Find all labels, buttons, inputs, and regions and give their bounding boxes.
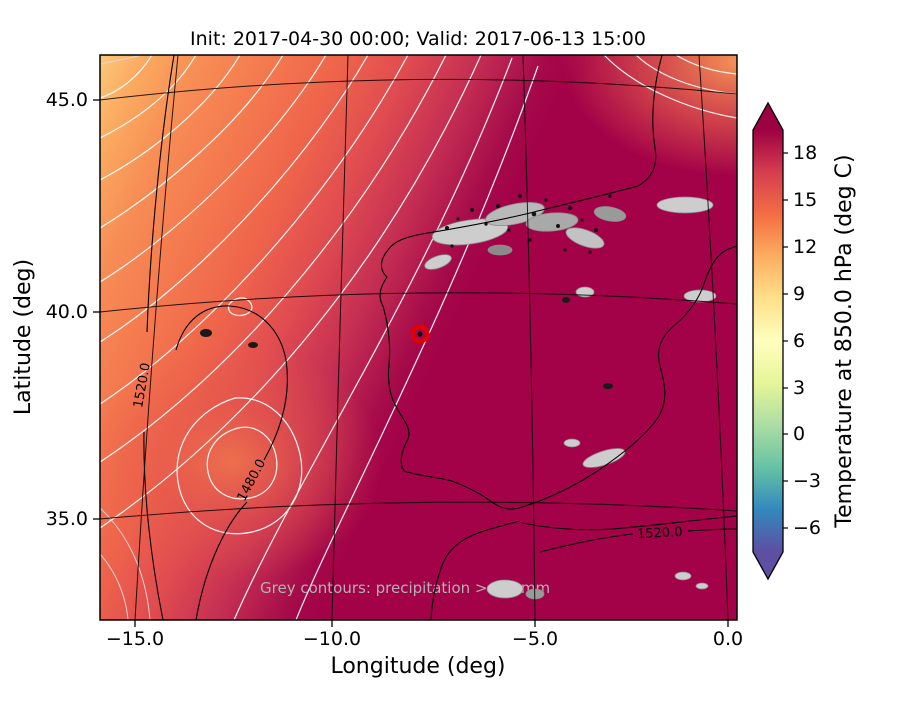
y-tick-35: 35.0: [46, 508, 88, 530]
y-tick-labels: 45.0 40.0 35.0: [46, 89, 88, 530]
axis-ticks: [93, 99, 729, 627]
coastlines: [379, 55, 737, 620]
cb-tick-3: 3: [793, 377, 805, 399]
cb-tick-15: 15: [793, 189, 817, 211]
cb-tick-m3: −3: [793, 470, 821, 492]
y-axis-label: Latitude (deg): [11, 259, 36, 415]
colorbar-outline: [752, 101, 784, 581]
cb-tick-12: 12: [793, 236, 817, 258]
colorbar-gradient-body: [753, 130, 783, 552]
y-tick-45: 45.0: [46, 89, 88, 111]
cb-tick-9: 9: [793, 283, 805, 305]
cb-tick-6: 6: [793, 330, 805, 352]
cb-tick-m6: −6: [793, 517, 821, 539]
colorbar-label: Temperature at 850.0 hPa (deg C): [832, 154, 857, 528]
x-tick--5: −5.0: [512, 628, 558, 650]
colorbar-tick-labels: 18 15 12 9 6 3 0 −3 −6: [793, 142, 821, 539]
plot-title: Init: 2017-04-30 00:00; Valid: 2017-06-1…: [190, 28, 646, 50]
precipitation-patches: [424, 196, 717, 600]
contour-label-1520-southeast: 1520.0: [637, 525, 683, 542]
x-tick-0: 0.0: [713, 628, 743, 650]
x-tick-labels: −15.0 −10.0 −5.0 0.0: [106, 628, 743, 650]
y-tick-40: 40.0: [46, 301, 88, 323]
graticule: [100, 55, 737, 620]
geopotential-height-contours: [143, 55, 737, 620]
cb-tick-0: 0: [793, 423, 805, 445]
cb-tick-18: 18: [793, 142, 817, 164]
orography-speckles: [445, 194, 612, 254]
map-panel: Grey contours: precipitation > 0.5 mm: [100, 55, 737, 620]
colorbar-under-arrow: [753, 552, 783, 579]
white-isotherm-contours: [100, 55, 737, 620]
plot-border: [99, 54, 738, 621]
x-tick--10: −10.0: [303, 628, 361, 650]
colorbar-ticks: [783, 152, 788, 529]
colorbar: 18 15 12 9 6 3 0 −3 −6 Temperature at 85…: [752, 101, 857, 581]
x-tick--15: −15.0: [106, 628, 164, 650]
colorbar-over-arrow: [753, 103, 783, 130]
x-axis-label: Longitude (deg): [330, 654, 505, 679]
location-marker: [410, 324, 430, 344]
cool-pocket-southwest: [100, 342, 382, 582]
